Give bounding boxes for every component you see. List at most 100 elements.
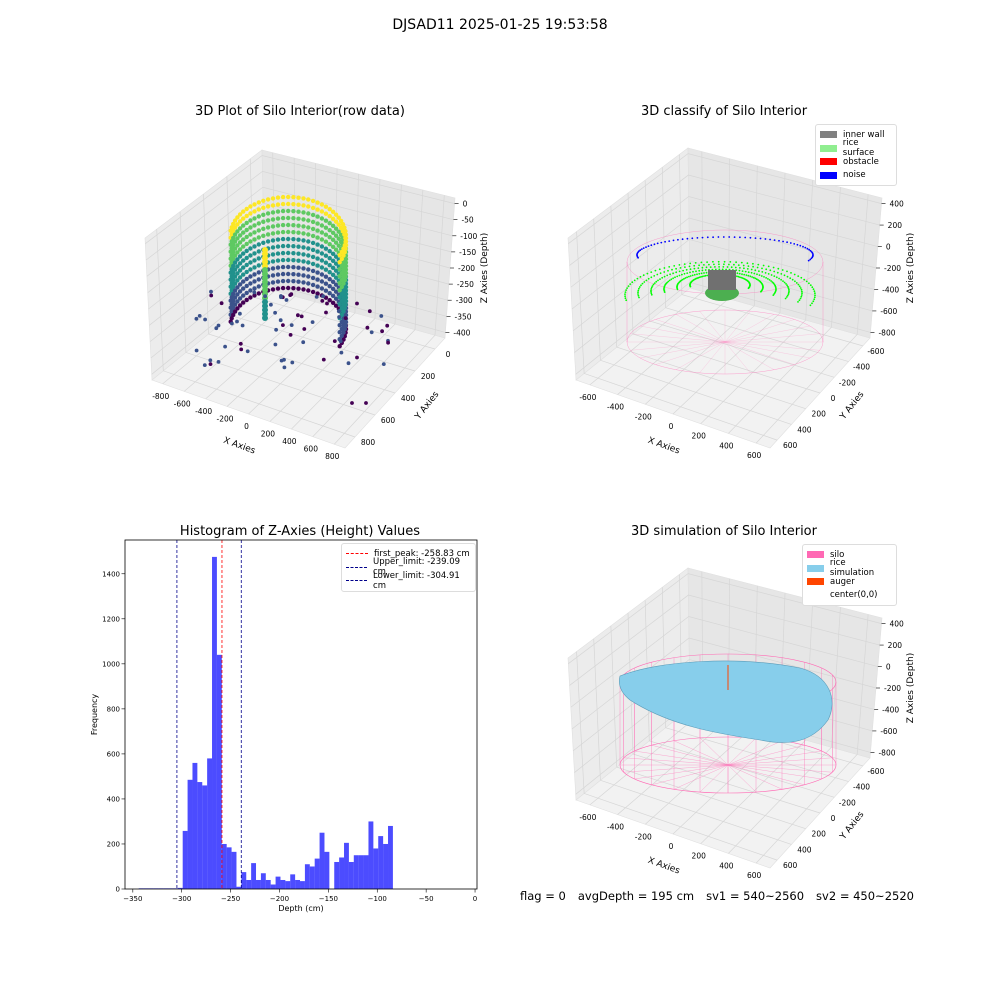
- noise-point: [808, 248, 810, 251]
- raw-z-tick-label: -50: [461, 216, 473, 225]
- classify-z-tick-label: -800: [878, 328, 895, 337]
- legend-entry: center(0,0): [807, 589, 892, 603]
- raw-point: [333, 261, 339, 266]
- noise-point: [769, 238, 771, 241]
- raw-point: [256, 284, 261, 289]
- rice-surface-point: [653, 275, 656, 277]
- rice-surface-point: [800, 295, 803, 298]
- silo-floor-spoke: [675, 314, 726, 343]
- silo-floor-spoke: [724, 341, 775, 370]
- raw-point: [296, 251, 301, 256]
- histogram-bar: [236, 886, 242, 889]
- rice-surface-point: [765, 268, 768, 271]
- raw-point: [232, 309, 238, 314]
- raw-point: [244, 262, 249, 268]
- raw-point: [270, 210, 276, 215]
- histogram-axes: −350 −300 −250 −200 −150 −100 −50 0 0 200 400 600 80…: [90, 539, 478, 913]
- rice-surface-point: [805, 280, 808, 283]
- rice-surface-point: [700, 272, 703, 275]
- raw-point: [252, 290, 257, 295]
- raw-point: [241, 265, 246, 270]
- raw-point: [231, 277, 236, 283]
- raw-point: [337, 330, 342, 335]
- raw-point: [235, 222, 240, 227]
- raw-point: [235, 285, 240, 290]
- rice-surface-point: [647, 277, 650, 280]
- raw-point: [337, 267, 342, 272]
- rice-surface-point: [689, 275, 692, 277]
- rice-simulation-surface: [619, 660, 833, 743]
- raw-point: [327, 242, 332, 247]
- x-tick-label: 0: [473, 895, 477, 903]
- raw-point: [321, 357, 326, 362]
- raw-point: [235, 319, 239, 324]
- raw-point: [208, 362, 213, 366]
- histogram-bar: [256, 879, 261, 889]
- raw-point: [327, 256, 332, 261]
- noise-point: [786, 241, 788, 244]
- rice-surface-point: [740, 261, 743, 264]
- raw-point: [323, 267, 329, 272]
- raw-point: [232, 260, 238, 265]
- rice-surface-point: [742, 264, 745, 267]
- rice-surface-point: [739, 267, 741, 269]
- rice-surface-point: [705, 271, 708, 274]
- legend-label: obstacle: [843, 156, 879, 167]
- raw-point: [256, 207, 261, 212]
- silo-floor-spoke: [675, 341, 726, 370]
- raw-point: [301, 287, 306, 292]
- raw-y-gridline: [156, 229, 356, 438]
- legend-entry: silo: [807, 548, 892, 562]
- raw-point: [275, 265, 281, 270]
- rice-surface-point: [663, 267, 666, 269]
- raw-point: [252, 209, 257, 214]
- noise-point: [645, 246, 647, 249]
- y-tick-label: 800: [107, 705, 120, 713]
- silo-floor-spoke: [630, 341, 726, 351]
- rice-surface-point: [797, 283, 800, 286]
- raw-point: [355, 355, 359, 360]
- raw-point: [330, 279, 336, 284]
- raw-point: [291, 272, 296, 277]
- rice-surface-point: [675, 271, 678, 274]
- raw-point: [286, 257, 291, 263]
- raw-point: [232, 246, 238, 251]
- raw-point: [339, 319, 344, 325]
- silo-floor-spoke: [640, 341, 726, 359]
- legend-swatch: [807, 591, 824, 599]
- classify-y-gridline: [593, 218, 792, 425]
- raw-point: [306, 253, 311, 258]
- raw-point: [301, 238, 306, 243]
- noise-point: [656, 242, 659, 245]
- simulation-x-tick-label: -600: [579, 813, 596, 822]
- rice-surface-point: [745, 274, 748, 276]
- rice-surface-point: [787, 287, 790, 290]
- raw-point: [280, 229, 286, 235]
- raw-point: [330, 251, 336, 256]
- histogram-bar: [378, 836, 384, 889]
- rice-surface-point: [743, 267, 745, 270]
- raw-point: [248, 274, 253, 279]
- classify-y-tick-label: 200: [812, 410, 827, 419]
- simulation-x-tick-label: 400: [719, 861, 734, 870]
- raw-point: [273, 342, 278, 347]
- raw-point: [244, 206, 249, 212]
- raw-point: [315, 270, 320, 275]
- rice-surface-point: [671, 268, 673, 271]
- flag-text: flag = 0: [520, 889, 566, 903]
- raw-x-axis-label: X Axies: [222, 436, 257, 457]
- raw-point: [343, 232, 349, 237]
- histogram-bar: [373, 848, 379, 889]
- noise-point: [728, 236, 731, 238]
- raw-point: [310, 247, 316, 253]
- raw-point: [336, 229, 341, 234]
- rice-surface-point: [780, 273, 783, 275]
- raw-point: [291, 223, 296, 228]
- classify-z-gridline: [574, 260, 873, 353]
- raw-point: [341, 288, 346, 293]
- rice-surface-point: [694, 262, 697, 264]
- raw-point: [301, 340, 306, 345]
- raw-point: [244, 276, 249, 282]
- rice-surface-point: [794, 280, 796, 283]
- y-tick-label: 0: [116, 886, 120, 894]
